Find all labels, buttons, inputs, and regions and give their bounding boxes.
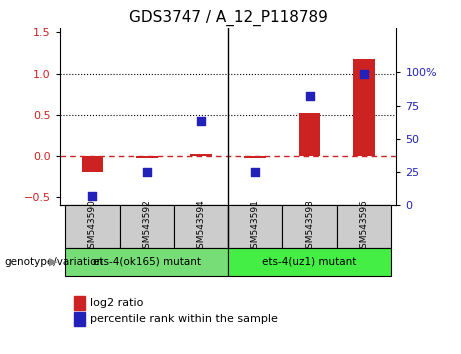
Bar <box>174 205 228 248</box>
Bar <box>228 248 391 276</box>
Bar <box>136 156 158 158</box>
Title: GDS3747 / A_12_P118789: GDS3747 / A_12_P118789 <box>129 9 328 25</box>
Text: genotype/variation: genotype/variation <box>5 257 104 267</box>
Text: ets-4(uz1) mutant: ets-4(uz1) mutant <box>262 257 357 267</box>
Bar <box>65 248 228 276</box>
Text: log2 ratio: log2 ratio <box>90 298 143 308</box>
Bar <box>337 205 391 248</box>
Bar <box>353 59 375 156</box>
Bar <box>82 156 103 172</box>
Bar <box>244 156 266 158</box>
Bar <box>299 113 320 156</box>
Text: GSM543591: GSM543591 <box>251 199 260 254</box>
Text: GSM543595: GSM543595 <box>360 199 368 254</box>
Text: GSM543592: GSM543592 <box>142 199 151 254</box>
Point <box>143 169 150 175</box>
Bar <box>190 154 212 156</box>
Bar <box>120 205 174 248</box>
Text: GSM543593: GSM543593 <box>305 199 314 254</box>
Text: GSM543594: GSM543594 <box>196 199 206 254</box>
Point <box>360 71 367 76</box>
Point <box>252 169 259 175</box>
Text: percentile rank within the sample: percentile rank within the sample <box>90 314 278 324</box>
Bar <box>283 205 337 248</box>
Text: ets-4(ok165) mutant: ets-4(ok165) mutant <box>93 257 201 267</box>
Bar <box>65 205 120 248</box>
Bar <box>228 205 283 248</box>
Point <box>89 193 96 199</box>
Point <box>197 119 205 124</box>
Text: GSM543590: GSM543590 <box>88 199 97 254</box>
Point <box>306 93 313 99</box>
Text: ▶: ▶ <box>49 257 58 267</box>
